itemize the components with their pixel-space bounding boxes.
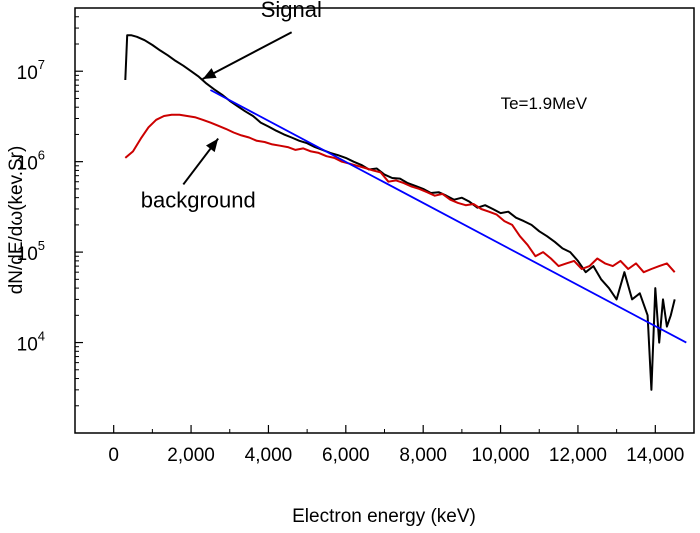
annotation-arrow [202, 31, 293, 80]
y-tick-label: 107 [17, 57, 45, 84]
y-axis-title: dN/dE/dω(kev.Sr) [6, 146, 27, 295]
x-tick-label: 0 [108, 445, 119, 466]
series-layer [124, 34, 687, 391]
series-line-0 [124, 34, 676, 391]
x-tick-label: 2,000 [167, 445, 215, 466]
plot-frame [74, 7, 695, 434]
axis-ticks: 0 2,000 4,000 6,000 8,000 10,000 12,000 14,000 1… [17, 7, 684, 466]
annotation-label: Te=1.9MeV [501, 94, 588, 113]
x-axis-title: Electron energy (keV) [292, 506, 476, 527]
annotation-label: background [141, 188, 256, 213]
annotation-label: Signal [261, 0, 322, 22]
annotation-arrows [182, 31, 293, 186]
series-line-1 [124, 113, 676, 274]
series-line-2 [209, 89, 687, 344]
x-tick-label: 4,000 [245, 445, 293, 466]
x-tick-label: 14,000 [626, 445, 684, 466]
y-tick-label: 104 [17, 329, 45, 356]
arrowhead [206, 138, 219, 153]
x-tick-label: 8,000 [399, 445, 447, 466]
x-tick-label: 12,000 [549, 445, 607, 466]
arrowhead [202, 68, 217, 80]
annotation-labels: Signal background Te=1.9MeV [141, 0, 588, 213]
x-tick-label: 6,000 [322, 445, 370, 466]
x-tick-label: 10,000 [472, 445, 530, 466]
